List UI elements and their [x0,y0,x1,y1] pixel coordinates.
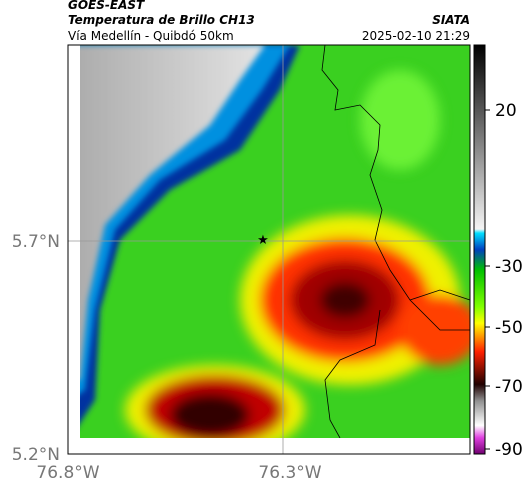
boundaries [321,45,470,438]
lon-label: 76.8°W [36,463,99,483]
subtitle: Temperatura de Brillo CH13 [68,13,255,27]
title: GOES-EAST [68,0,145,12]
route: Vía Medellín - Quibdó 50km [68,29,234,43]
map-frame [67,44,471,455]
satellite-image [80,45,470,438]
colorbar-label: -70 [495,377,523,397]
colorbar [473,44,486,455]
margin [80,438,470,454]
lon-label: 76.3°W [258,463,321,483]
margin [68,45,80,454]
source: SIATA [432,13,470,27]
cloud-cores [125,70,470,438]
colorbar-label: 20 [495,101,517,121]
datetime: 2025-02-10 21:29 [362,29,470,43]
colorbar-ticks: 20 -30 -50 -70 -90 [485,101,523,460]
warm-surface [80,45,265,380]
lat-label: 5.2°N [12,445,60,465]
colorbar-label: -50 [495,318,523,338]
colorbar-label: -30 [495,257,523,277]
lat-label: 5.7°N [12,232,60,252]
location-marker: ★ [257,233,269,248]
colorbar-label: -90 [495,440,523,460]
